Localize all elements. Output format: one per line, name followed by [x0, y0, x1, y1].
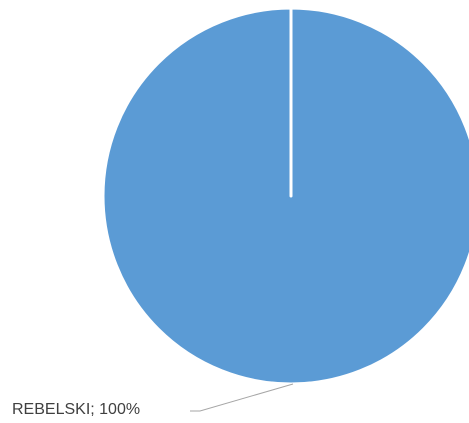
data-label: REBELSKI; 100%: [12, 401, 140, 418]
leader-line: [190, 383, 294, 412]
pie-slice: [101, 6, 469, 386]
